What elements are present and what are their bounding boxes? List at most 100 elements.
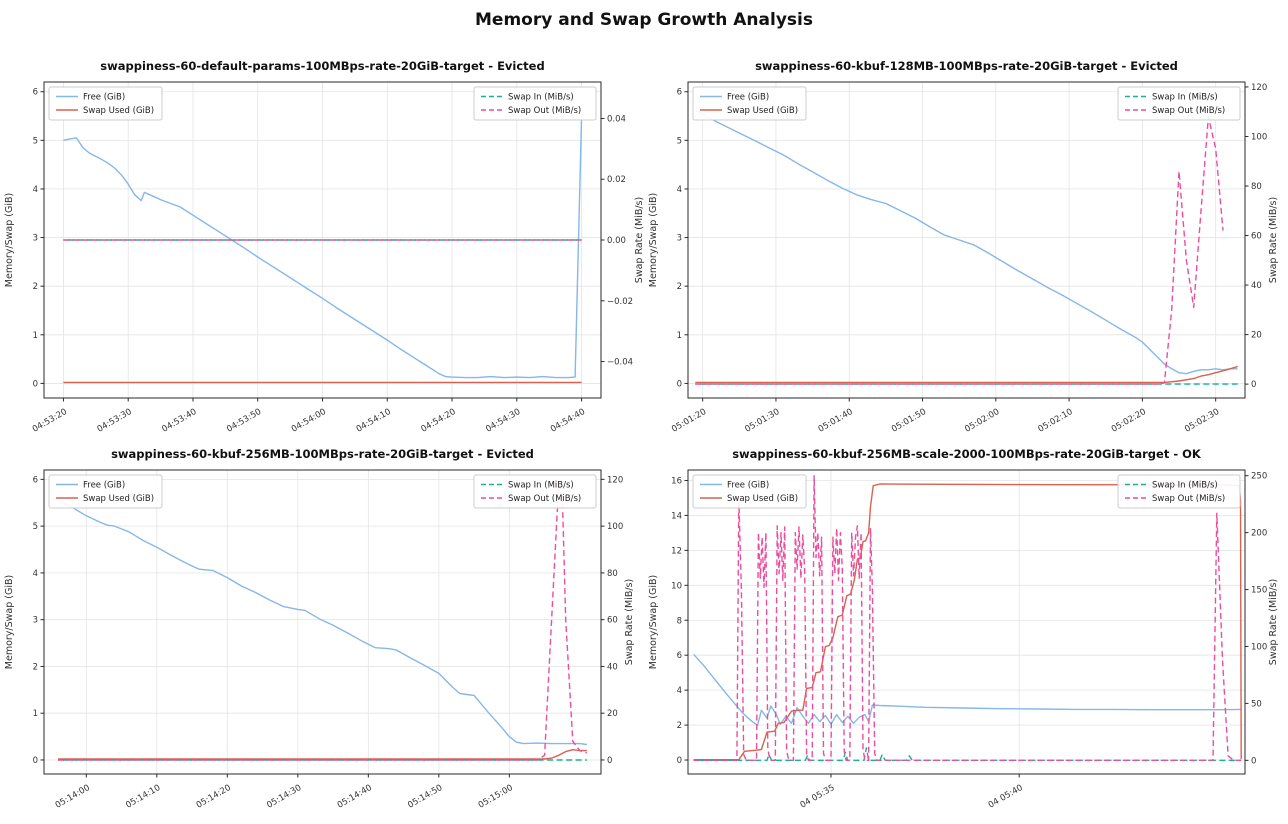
left-ytick-label: 3 <box>33 234 38 244</box>
xtick-label: 04:54:10 <box>355 407 393 435</box>
right-ytick-label: 0.04 <box>607 114 626 124</box>
legend-entry-label: Swap Out (MiB/s) <box>508 494 581 504</box>
legend-entry-label: Swap In (MiB/s) <box>508 481 574 491</box>
plot-border <box>687 469 1246 775</box>
subplot-title: swappiness-60-kbuf-256MB-100MBps-rate-20… <box>111 447 534 461</box>
series-swap_used-line <box>58 749 587 760</box>
legend-entry-label: Swap Out (MiB/s) <box>1152 106 1225 116</box>
xtick-label: 05:01:20 <box>670 407 708 435</box>
legend-right: Swap In (MiB/s) Swap Out (MiB/s) <box>473 86 597 121</box>
left-ytick-label: 12 <box>671 546 682 556</box>
legend-entry-label: Swap Used (GiB) <box>727 106 798 116</box>
legend-entry-label: Free (GiB) <box>727 481 769 491</box>
right-ytick-label: 0 <box>607 756 612 766</box>
series-swap_in-line <box>693 747 1242 761</box>
left-ytick-label: 4 <box>33 185 38 195</box>
right-ytick-label: 250 <box>1251 472 1267 482</box>
subplot-cell-0: 0 1 2 3 4 5 6 −0.04 −0.02 0.00 0.02 0.04 04:53:20 04:… <box>0 34 644 444</box>
series-free-line <box>694 109 1238 375</box>
legend-entry-label: Swap In (MiB/s) <box>1152 93 1218 103</box>
legend-left: Free (GiB) Swap Used (GiB) <box>692 474 807 509</box>
series-swap_out-line <box>695 116 1224 385</box>
right-ytick-label: 0.00 <box>607 236 626 246</box>
xtick-label: 05:01:50 <box>890 407 928 435</box>
left-ytick-label: 5 <box>33 136 38 146</box>
left-ytick-label: 0 <box>33 379 38 389</box>
xtick-label: 05:02:00 <box>963 407 1001 435</box>
legend-entry-label: Free (GiB) <box>727 93 769 103</box>
series-free-line <box>63 115 583 379</box>
left-ytick-label: 3 <box>33 616 38 626</box>
legend-entry-label: Free (GiB) <box>83 481 125 491</box>
main-title: Memory and Swap Growth Analysis <box>475 10 813 30</box>
xtick-label: 04 05:35 <box>799 783 837 811</box>
right-ytick-label: 100 <box>1251 642 1267 652</box>
left-ytick-label: 8 <box>677 616 682 626</box>
left-ytick-label: 3 <box>677 234 682 244</box>
series-swap_out-line <box>693 475 1242 761</box>
right-ytick-label: 50 <box>1251 699 1262 709</box>
xtick-label: 05:01:30 <box>743 407 781 435</box>
legend-right: Swap In (MiB/s) Swap Out (MiB/s) <box>1117 474 1241 509</box>
xtick-label: 05:14:10 <box>124 783 162 811</box>
subplot-cell-3: 0 2 4 6 8 10 12 14 16 0 50 100 150 200 250 04 05:35 04 0… <box>644 444 1288 824</box>
ylabel-right: Swap Rate (MiB/s) <box>1268 197 1279 283</box>
series-swap_used-line <box>693 483 1242 761</box>
series-lines <box>63 115 583 384</box>
subplot-title: swappiness-60-kbuf-256MB-scale-2000-100M… <box>732 447 1202 461</box>
left-ytick-label: 6 <box>677 651 682 661</box>
xtick-label: 05:14:40 <box>336 783 374 811</box>
xtick-label: 04:53:30 <box>96 407 134 435</box>
legend-left: Free (GiB) Swap Used (GiB) <box>48 86 163 121</box>
series-free-line <box>57 499 587 746</box>
right-ytick-label: 100 <box>1251 132 1267 142</box>
left-ytick-label: 0 <box>33 756 38 766</box>
left-ytick-label: 4 <box>677 686 682 696</box>
left-ytick-label: 5 <box>677 136 682 146</box>
right-ytick-label: 60 <box>1251 232 1262 242</box>
ylabel-left: Memory/Swap (GiB) <box>648 193 659 287</box>
series-free-line <box>693 653 1242 726</box>
xtick-label: 05:14:30 <box>265 783 303 811</box>
left-ytick-label: 4 <box>677 185 682 195</box>
chart-canvas-0: 0 1 2 3 4 5 6 −0.04 −0.02 0.00 0.02 0.04 04:53:20 04:… <box>4 59 644 435</box>
right-ytick-label: 20 <box>1251 331 1262 341</box>
series-lines <box>694 109 1238 385</box>
right-ytick-label: −0.02 <box>607 297 633 307</box>
right-ytick-label: 20 <box>607 709 618 719</box>
left-ytick-label: 6 <box>677 88 682 98</box>
xtick-label: 04:53:40 <box>160 407 198 435</box>
xtick-label: 05:14:00 <box>54 783 92 811</box>
right-ytick-label: 120 <box>607 475 623 485</box>
left-ytick-label: 14 <box>671 511 682 521</box>
right-ytick-label: 40 <box>607 662 618 672</box>
xtick-label: 05:02:20 <box>1110 407 1148 435</box>
xtick-label: 04:54:30 <box>484 407 522 435</box>
right-ytick-label: 150 <box>1251 586 1267 596</box>
right-ytick-label: 120 <box>1251 83 1267 93</box>
left-ytick-label: 4 <box>33 569 38 579</box>
legend-entry-label: Swap Out (MiB/s) <box>508 106 581 116</box>
right-ytick-label: 200 <box>1251 529 1267 539</box>
xtick-label: 04:54:00 <box>290 407 328 435</box>
xtick-label: 04:54:20 <box>419 407 457 435</box>
right-ytick-label: 100 <box>607 522 623 532</box>
legend-left: Free (GiB) Swap Used (GiB) <box>48 474 163 509</box>
xtick-label: 05:02:10 <box>1037 407 1075 435</box>
xtick-label: 04:53:20 <box>31 407 69 435</box>
plot-border <box>687 81 1246 399</box>
ylabel-right: Swap Rate (MiB/s) <box>634 197 644 283</box>
legend-entry-label: Swap In (MiB/s) <box>1152 481 1218 491</box>
plot-border <box>43 469 602 775</box>
left-ytick-label: 0 <box>677 379 682 389</box>
legend-entry-label: Free (GiB) <box>83 93 125 103</box>
legend-entry-label: Swap In (MiB/s) <box>508 93 574 103</box>
series-swap_used-line <box>695 365 1238 384</box>
legend-entry-label: Swap Used (GiB) <box>727 494 798 504</box>
left-ytick-label: 6 <box>33 475 38 485</box>
xtick-label: 04 05:40 <box>987 783 1025 811</box>
plot-area <box>688 82 1245 398</box>
xtick-label: 05:02:30 <box>1183 407 1221 435</box>
